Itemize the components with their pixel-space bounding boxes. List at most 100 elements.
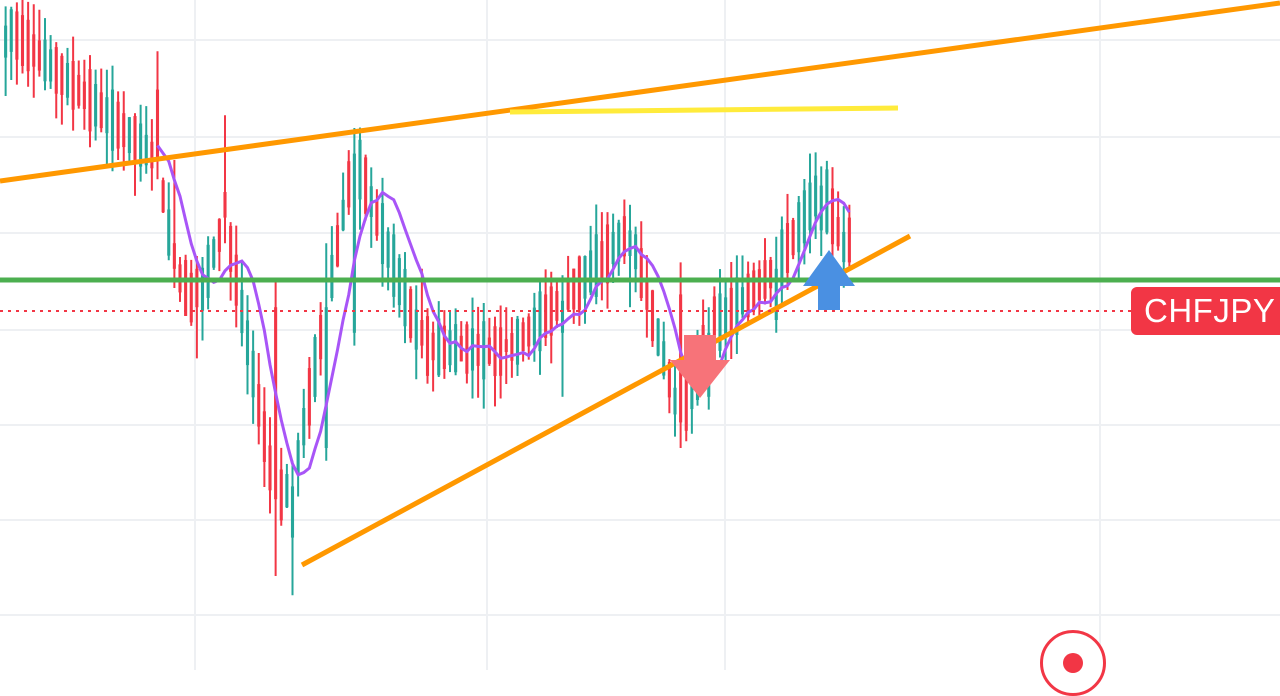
candle-body bbox=[448, 330, 452, 366]
candle-body bbox=[555, 291, 559, 321]
candle-body bbox=[622, 216, 626, 257]
candle-body bbox=[88, 69, 92, 132]
candle-body bbox=[662, 341, 666, 376]
candle-body bbox=[268, 445, 272, 491]
candle-body bbox=[617, 222, 621, 262]
candle-body bbox=[189, 272, 193, 323]
candle-body bbox=[521, 322, 525, 352]
candle-body bbox=[830, 188, 835, 245]
candle-body bbox=[184, 260, 188, 316]
up-arrow-icon bbox=[803, 250, 855, 310]
candle-body bbox=[257, 384, 261, 427]
candle-body bbox=[482, 321, 486, 380]
candle-body bbox=[594, 234, 598, 297]
candle-body bbox=[645, 279, 649, 310]
candle-body bbox=[639, 248, 643, 299]
price-chart[interactable] bbox=[0, 0, 1280, 670]
candle-body bbox=[454, 324, 458, 373]
candle-body bbox=[684, 378, 688, 431]
candle-body bbox=[549, 286, 553, 336]
candle-body bbox=[347, 161, 351, 208]
candle-body bbox=[82, 81, 86, 110]
candle-body bbox=[442, 325, 446, 369]
candle-body bbox=[583, 256, 587, 299]
candle-body bbox=[296, 440, 300, 473]
symbol-price-label: CHFJPY bbox=[1131, 287, 1280, 335]
candle-body bbox=[94, 84, 98, 127]
candle-body bbox=[414, 309, 418, 350]
candle-body bbox=[116, 101, 120, 149]
candle-body bbox=[9, 9, 13, 52]
candle-body bbox=[577, 256, 581, 310]
candle-body bbox=[330, 254, 334, 299]
candle-body bbox=[740, 287, 745, 315]
candle-body bbox=[836, 217, 840, 247]
candle-body bbox=[206, 244, 210, 298]
candle-body bbox=[386, 231, 390, 268]
candle-body bbox=[77, 74, 81, 106]
candle-body bbox=[167, 209, 171, 256]
candle-body bbox=[791, 220, 795, 256]
candle-body bbox=[341, 199, 345, 231]
candle-body bbox=[825, 169, 829, 233]
candle-body bbox=[380, 203, 385, 265]
candle-body bbox=[757, 269, 761, 301]
candle-body bbox=[133, 116, 137, 165]
record-button[interactable] bbox=[1040, 630, 1106, 696]
candle-body bbox=[4, 25, 8, 58]
candle-body bbox=[724, 297, 728, 337]
candle-body bbox=[352, 153, 356, 333]
candle-body bbox=[538, 291, 542, 352]
candle-body bbox=[161, 180, 165, 213]
candle-body bbox=[324, 307, 328, 448]
candle-body bbox=[290, 486, 295, 538]
candle-body bbox=[504, 339, 508, 352]
candle-body bbox=[110, 89, 115, 151]
candle-body bbox=[262, 411, 266, 462]
candle-body bbox=[425, 316, 430, 376]
candle-body bbox=[302, 408, 306, 446]
candle-body bbox=[600, 241, 604, 279]
lower-trendline bbox=[300, 233, 912, 568]
candle-body bbox=[532, 307, 536, 346]
candle-body bbox=[335, 225, 340, 267]
candle-body bbox=[358, 139, 362, 200]
candle-body bbox=[465, 324, 469, 374]
candle-body bbox=[476, 333, 480, 366]
candle-body bbox=[634, 234, 638, 270]
candle-body bbox=[32, 34, 36, 67]
candle-body bbox=[37, 40, 41, 71]
candle-body bbox=[802, 190, 806, 244]
candle-body bbox=[470, 328, 475, 371]
record-icon bbox=[1063, 653, 1083, 673]
candle-body bbox=[746, 273, 750, 318]
candle-body bbox=[605, 224, 610, 284]
candle-body bbox=[712, 296, 716, 359]
candle-body bbox=[814, 175, 818, 217]
candle-body bbox=[487, 337, 491, 364]
candle-body bbox=[364, 157, 368, 214]
candle-body bbox=[628, 230, 632, 256]
candle-body bbox=[313, 336, 317, 397]
candle-body bbox=[847, 217, 851, 263]
candle-body bbox=[431, 332, 435, 361]
chart-grid bbox=[0, 0, 1280, 670]
candle-body bbox=[127, 117, 131, 154]
candle-body bbox=[105, 97, 109, 134]
candle-body bbox=[527, 316, 531, 347]
candle-body bbox=[122, 113, 126, 148]
candle-body bbox=[499, 327, 503, 376]
candle-body bbox=[403, 268, 407, 327]
candle-body bbox=[43, 39, 47, 82]
candle-body bbox=[285, 474, 289, 508]
candle-body bbox=[15, 11, 19, 60]
candle-body bbox=[572, 268, 576, 310]
candle-body bbox=[307, 368, 311, 426]
candle-body bbox=[611, 231, 615, 265]
candle-body bbox=[274, 307, 278, 500]
candle-body bbox=[510, 332, 514, 361]
candle-body bbox=[437, 318, 441, 376]
candle-body bbox=[667, 362, 671, 398]
candle-body bbox=[150, 141, 154, 169]
